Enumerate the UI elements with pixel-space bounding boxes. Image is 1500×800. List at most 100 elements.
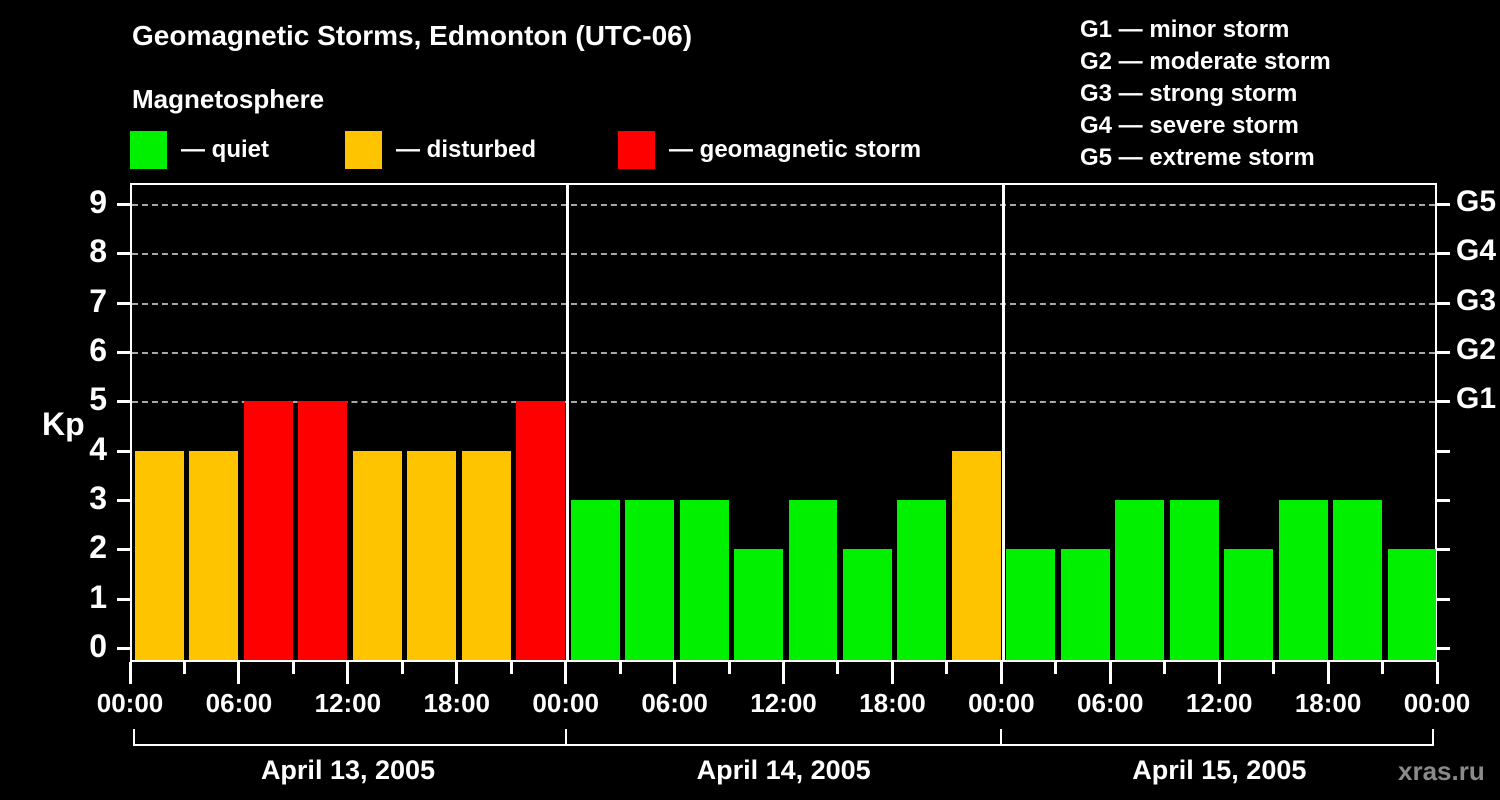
x-axis-tick-54h [1108, 662, 1112, 684]
bar-day1-slot7 [461, 450, 511, 660]
x-axis-time-label: 00:00 [1403, 688, 1471, 718]
y-axis-tick-right-6 [1437, 351, 1450, 355]
y-axis-title: Kp [42, 406, 85, 442]
legend-swatch-disturbed-icon [345, 131, 382, 169]
x-axis-time-label: 12:00 [1185, 688, 1253, 718]
y-axis-label-0: 0 [89, 628, 107, 664]
date-label-day2: April 14, 2005 [696, 755, 871, 785]
y-axis-tick-left-5 [117, 400, 130, 404]
y-axis-tick-left-4 [117, 449, 130, 453]
y-axis-tick-right-9 [1437, 203, 1450, 207]
x-axis-time-label: 06:00 [1077, 688, 1144, 718]
gridline-kp9 [132, 204, 1435, 207]
x-axis-tick-42h [890, 662, 894, 684]
gridline-kp5 [132, 401, 1435, 404]
date-label-day1: April 13, 2005 [260, 755, 436, 785]
gridline-kp8 [132, 253, 1435, 256]
y-axis-tick-left-7 [117, 301, 130, 305]
right-axis-label-g1: G1 [1456, 382, 1497, 416]
date-bracket-tick-0 [133, 729, 135, 745]
x-axis-tick-9h [291, 662, 295, 674]
x-axis-tick-30h [673, 662, 677, 684]
x-axis-tick-12h [346, 662, 350, 684]
right-axis-label-g3: G3 [1456, 283, 1497, 317]
y-axis-tick-right-8 [1437, 252, 1450, 256]
y-axis-label-8: 8 [89, 233, 107, 270]
y-axis-tick-left-0 [117, 647, 130, 650]
bar-day2-slot8 [951, 450, 1001, 660]
x-axis-time-label: 18:00 [1294, 688, 1362, 718]
x-axis-tick-24h [564, 662, 568, 684]
date-bracket-tick-3 [1432, 729, 1434, 745]
bar-day3-slot5 [1224, 549, 1274, 660]
bar-day1-slot1 [135, 450, 184, 660]
g-scale-legend-line: G5 — extreme storm [1080, 144, 1315, 171]
bar-day3-slot4 [1169, 500, 1219, 660]
legend-item-label: — quiet [181, 136, 269, 163]
chart-subtitle: Magnetosphere [132, 84, 325, 114]
bar-day3-slot8 [1387, 549, 1437, 660]
bar-day3-slot6 [1278, 500, 1328, 660]
bar-day2-slot7 [897, 500, 947, 660]
x-axis-tick-21h [509, 662, 513, 674]
y-axis-label-7: 7 [89, 282, 107, 319]
x-axis-tick-3h [182, 662, 186, 674]
gridline-kp7 [132, 302, 1435, 305]
chart-title: Geomagnetic Storms, Edmonton (UTC-06) [132, 20, 693, 51]
x-axis-tick-72h [1435, 662, 1439, 684]
bar-day3-slot1 [1006, 549, 1056, 660]
x-axis-tick-69h [1381, 662, 1385, 674]
date-label-day3: April 15, 2005 [1132, 755, 1307, 785]
bar-day3-slot2 [1060, 549, 1110, 660]
y-axis-tick-right-3 [1437, 499, 1450, 502]
x-axis-tick-15h [400, 662, 404, 674]
bar-day1-slot4 [298, 401, 348, 660]
x-axis-tick-51h [1054, 662, 1058, 674]
bar-day2-slot3 [679, 500, 729, 660]
y-axis-label-2: 2 [89, 529, 107, 566]
watermark: xras.ru [1398, 756, 1485, 786]
y-axis-label-6: 6 [89, 332, 107, 369]
x-axis-tick-6h [237, 662, 241, 684]
bar-day1-slot5 [352, 450, 402, 660]
right-axis-label-g2: G2 [1456, 333, 1497, 367]
x-axis-time-label: 00:00 [96, 688, 164, 718]
x-axis-tick-45h [945, 662, 949, 674]
date-bracket-tick-2 [1000, 729, 1003, 745]
date-bracket-tick-1 [564, 729, 567, 745]
x-axis-time-label: 18:00 [423, 688, 491, 718]
bar-day1-slot2 [189, 450, 239, 660]
plot-area [130, 183, 1437, 662]
right-axis-label-g5: G5 [1456, 185, 1497, 219]
bar-day3-slot7 [1333, 500, 1383, 660]
g-scale-legend-line: G3 — strong storm [1080, 80, 1298, 107]
y-axis-tick-right-1 [1437, 597, 1450, 601]
x-axis-tick-57h [1163, 662, 1167, 674]
y-axis-tick-right-7 [1437, 301, 1450, 305]
x-axis-tick-27h [618, 662, 622, 674]
x-axis-tick-18h [455, 662, 459, 684]
x-axis-tick-0h [128, 662, 132, 684]
x-axis-time-label: 06:00 [641, 688, 708, 718]
legend-item-label: — geomagnetic storm [669, 136, 922, 163]
date-bracket-line [133, 744, 1434, 746]
x-axis-time-label: 00:00 [532, 688, 599, 718]
legend-item-label: — disturbed [396, 136, 537, 163]
bar-day2-slot4 [734, 549, 783, 660]
bar-day2-slot1 [570, 500, 620, 660]
x-axis-tick-60h [1217, 662, 1221, 684]
y-axis-tick-left-9 [117, 203, 130, 207]
bar-day1-slot8 [516, 401, 566, 660]
bar-day2-slot5 [788, 500, 838, 660]
y-axis-label-1: 1 [89, 578, 107, 615]
bar-day3-slot3 [1115, 500, 1165, 660]
bar-day2-slot6 [842, 549, 892, 660]
bar-day1-slot3 [243, 401, 293, 660]
legend-item-disturbed: — disturbed [345, 131, 536, 169]
x-axis-tick-33h [727, 662, 731, 674]
y-axis-tick-right-2 [1437, 548, 1450, 552]
x-axis-tick-48h [999, 662, 1003, 684]
x-axis-time-label: 00:00 [968, 688, 1035, 718]
x-axis-tick-66h [1326, 662, 1330, 684]
